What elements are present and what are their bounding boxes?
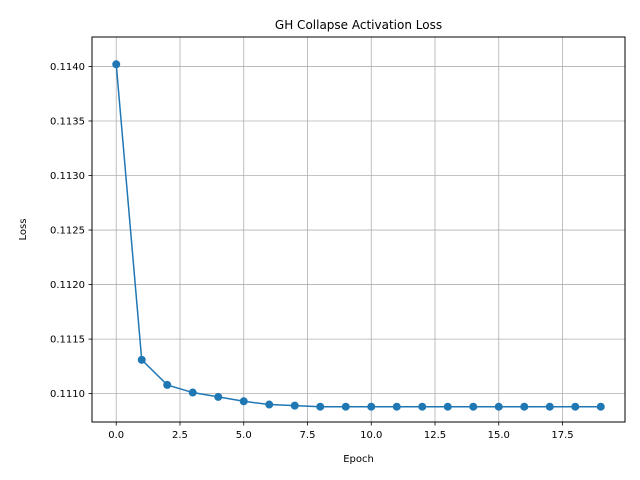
x-tick-label: 15.0	[488, 430, 510, 441]
y-axis-label: Loss	[18, 219, 29, 241]
data-point	[469, 402, 478, 411]
data-point	[112, 60, 121, 69]
data-point	[443, 402, 452, 411]
data-point	[163, 380, 172, 389]
y-tick-label: 0.1140	[50, 62, 85, 73]
data-point	[239, 397, 248, 406]
x-tick-label: 7.5	[300, 430, 316, 441]
data-point	[392, 402, 401, 411]
y-tick-label: 0.1115	[50, 335, 85, 346]
y-tick-label: 0.1130	[50, 171, 85, 182]
y-tick-label: 0.1110	[50, 389, 85, 400]
y-tick-label: 0.1120	[50, 280, 85, 291]
x-tick-label: 17.5	[551, 430, 573, 441]
data-point	[571, 402, 580, 411]
axis-ticks: 0.0 2.5 5.0 7.5 10.0 12.5 15.0 17.5 0.1110 0.1115…	[50, 62, 574, 441]
grid	[92, 37, 625, 422]
data-point	[520, 402, 529, 411]
data-point	[367, 402, 376, 411]
data-point	[596, 402, 605, 411]
data-point	[545, 402, 554, 411]
data-point	[316, 402, 325, 411]
chart-title: GH Collapse Activation Loss	[275, 18, 442, 32]
x-tick-label: 5.0	[236, 430, 252, 441]
x-tick-label: 12.5	[424, 430, 446, 441]
data-point	[188, 388, 197, 397]
data-point	[341, 402, 350, 411]
data-point	[137, 355, 146, 364]
data-point	[418, 402, 427, 411]
x-tick-label: 10.0	[360, 430, 382, 441]
y-tick-label: 0.1135	[50, 116, 85, 127]
data-point	[494, 402, 503, 411]
x-tick-label: 2.5	[172, 430, 188, 441]
x-tick-label: 0.0	[108, 430, 124, 441]
series-layer	[112, 60, 605, 411]
series-line	[115, 64, 601, 408]
x-axis-label: Epoch	[343, 454, 374, 465]
data-point	[265, 400, 274, 409]
y-tick-label: 0.1125	[50, 226, 85, 237]
data-point	[214, 392, 223, 401]
data-point	[290, 401, 299, 410]
plot-frame	[91, 36, 626, 423]
